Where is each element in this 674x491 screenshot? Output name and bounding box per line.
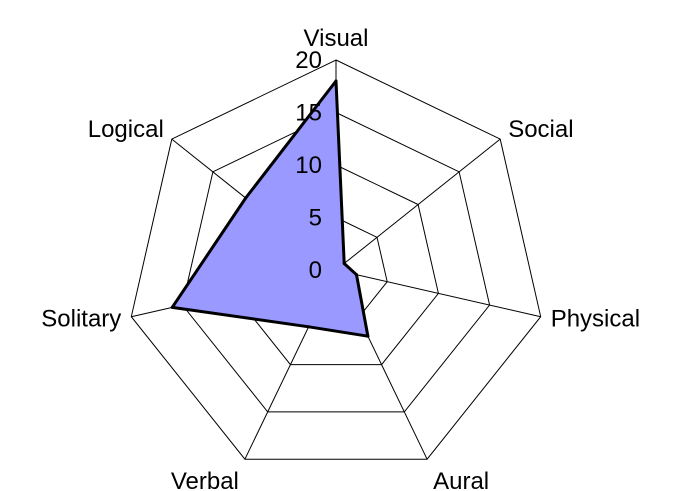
category-labels: Visual Social Physical Aural Verbal Solitary L… <box>41 25 640 491</box>
tick-label-15: 15 <box>295 100 322 127</box>
category-label-aural: Aural <box>433 468 489 491</box>
data-point-physical <box>355 273 358 277</box>
data-point-visual <box>334 79 338 83</box>
data-point-verbal <box>307 325 311 329</box>
category-label-solitary: Solitary <box>41 306 121 333</box>
radar-series <box>170 79 370 338</box>
tick-label-10: 10 <box>295 152 322 179</box>
data-point-logical <box>244 196 248 200</box>
tick-label-5: 5 <box>309 205 322 232</box>
tick-label-20: 20 <box>295 47 322 74</box>
category-label-verbal: Verbal <box>171 468 239 491</box>
category-label-social: Social <box>508 116 573 143</box>
data-point-social <box>342 262 346 265</box>
grid-ring-15 <box>181 111 491 413</box>
data-point-solitary <box>170 305 174 309</box>
spoke-physical <box>335 269 541 318</box>
category-label-logical: Logical <box>88 116 164 143</box>
radial-tick-labels: 0 5 10 15 20 <box>295 47 322 284</box>
grid-ring-20 <box>130 59 542 460</box>
category-label-visual: Visual <box>304 25 369 52</box>
category-label-physical: Physical <box>551 306 640 333</box>
spoke-social <box>335 138 501 271</box>
data-point-aural <box>366 334 370 338</box>
tick-label-0: 0 <box>309 257 322 284</box>
series-area-0 <box>170 79 370 338</box>
